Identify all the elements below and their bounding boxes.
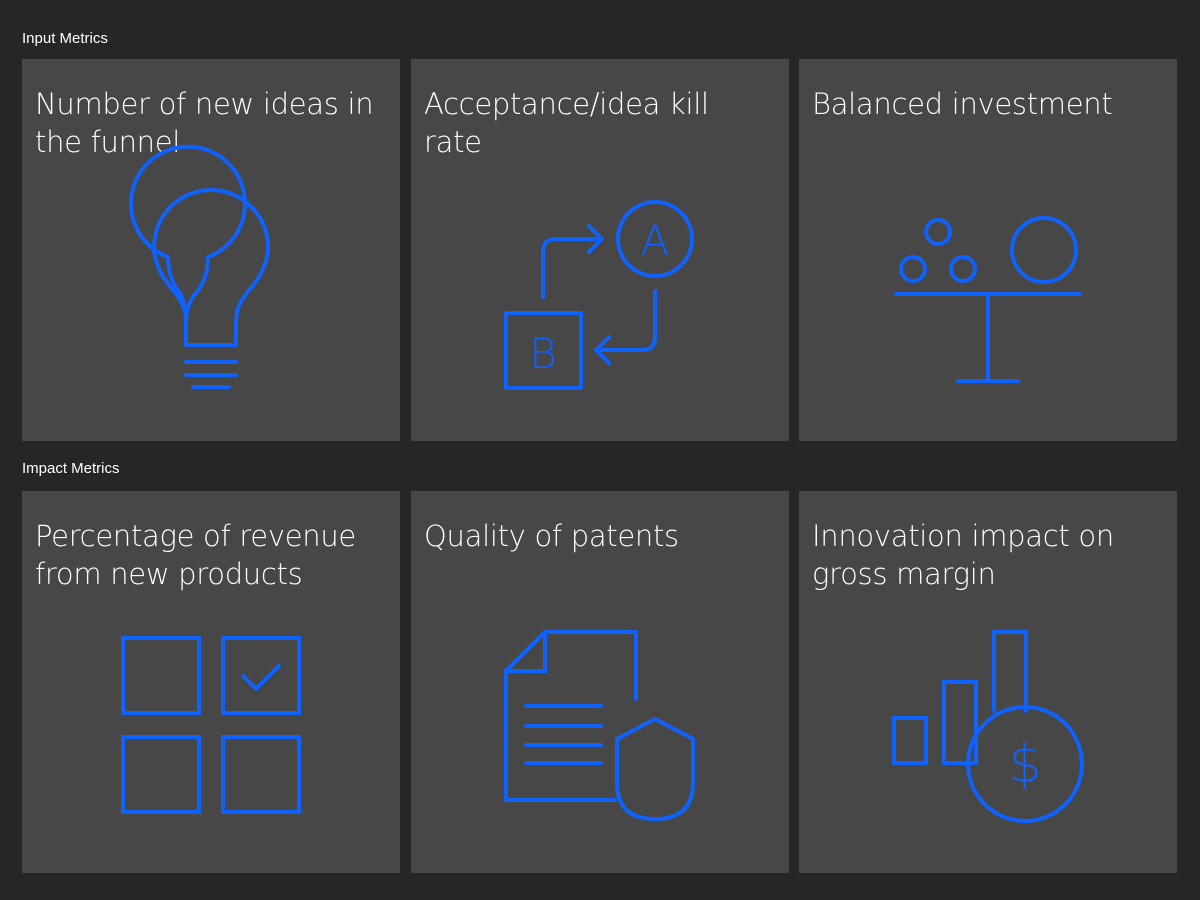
icon-letter-b: B <box>529 329 557 378</box>
icon-dollar-symbol: $ <box>1008 735 1041 795</box>
card-title: Balanced investment <box>812 87 1113 121</box>
card-title: Innovation impact on gross margin <box>812 519 1114 591</box>
card-acceptance-kill-rate[interactable]: Acceptance/idea kill rate A B <box>411 59 789 441</box>
lightbulb-icon <box>22 59 400 441</box>
card-title: Number of new ideas in the funnel <box>35 87 374 159</box>
section-label-input-metrics: Input Metrics <box>22 30 108 47</box>
card-revenue-new-products[interactable]: Percentage of revenue from new products <box>22 491 400 873</box>
bar-chart-dollar-icon: $ <box>799 491 1177 873</box>
icon-letter-a: A <box>641 216 670 265</box>
section-label-impact-metrics: Impact Metrics <box>22 460 120 477</box>
card-title: Percentage of revenue from new products <box>35 519 356 591</box>
document-shield-icon <box>411 491 789 873</box>
balance-scale-icon <box>799 59 1177 441</box>
a-b-exchange-icon: A B <box>411 59 789 441</box>
card-balanced-investment[interactable]: Balanced investment <box>799 59 1177 441</box>
card-title: Acceptance/idea kill rate <box>424 87 709 159</box>
card-gross-margin-impact[interactable]: Innovation impact on gross margin $ <box>799 491 1177 873</box>
checkbox-grid-icon <box>22 491 400 873</box>
card-quality-of-patents[interactable]: Quality of patents <box>411 491 789 873</box>
card-new-ideas[interactable]: Number of new ideas in the funnel <box>22 59 400 441</box>
card-title: Quality of patents <box>424 519 679 553</box>
